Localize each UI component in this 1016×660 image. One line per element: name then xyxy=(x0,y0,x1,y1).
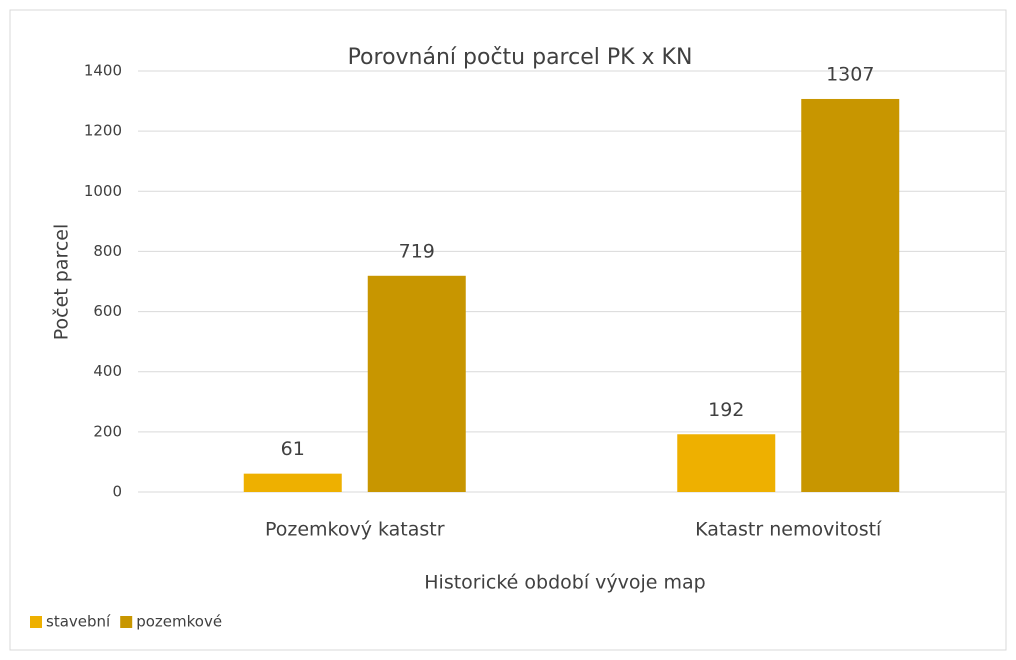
x-tick-label: Pozemkový katastr xyxy=(265,519,445,541)
bar xyxy=(677,434,776,492)
y-tick-label: 200 xyxy=(93,422,122,440)
x-axis-title: Historické období vývoje map xyxy=(424,572,705,594)
legend-label: pozemkové xyxy=(136,613,222,631)
y-tick-label: 800 xyxy=(93,242,122,260)
y-tick-label: 1400 xyxy=(84,62,122,80)
bar xyxy=(243,473,342,492)
x-tick-label: Katastr nemovitostí xyxy=(695,519,882,541)
data-label: 1307 xyxy=(826,63,874,85)
legend-label: stavební xyxy=(46,613,111,631)
legend-swatch xyxy=(30,616,42,628)
data-label: 719 xyxy=(399,240,435,262)
y-axis-title: Počet parcel xyxy=(51,224,73,341)
y-tick-label: 1000 xyxy=(84,182,122,200)
legend-swatch xyxy=(120,616,133,628)
bar xyxy=(367,275,466,492)
bar xyxy=(801,98,900,492)
y-tick-label: 400 xyxy=(93,362,122,380)
data-label: 61 xyxy=(281,438,305,460)
data-label: 192 xyxy=(708,399,744,421)
y-tick-label: 1200 xyxy=(84,122,122,140)
y-tick-label: 0 xyxy=(112,483,122,501)
chart-title: Porovnání počtu parcel PK x KN xyxy=(348,45,693,70)
y-tick-label: 600 xyxy=(93,302,122,320)
